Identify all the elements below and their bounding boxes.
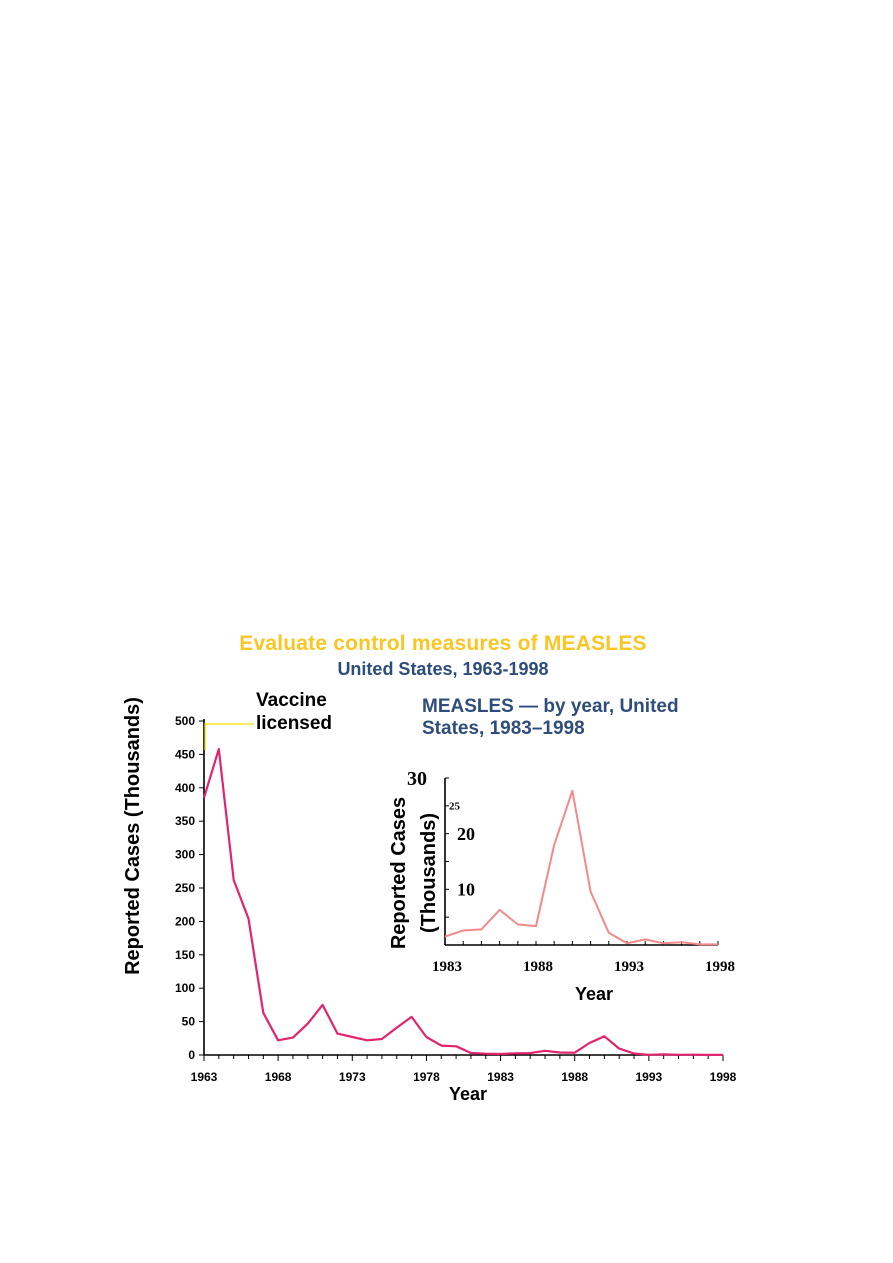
inset-x-tick-label: 1988	[523, 959, 553, 975]
main-y-tick-label: 500	[175, 714, 195, 728]
main-x-axis-label: Year	[449, 1084, 487, 1104]
chart-subtitle: United States, 1963-1998	[337, 659, 549, 679]
inset-y-tick-label: 10	[457, 880, 475, 900]
vaccine-annotation-line1: Vaccine	[256, 690, 327, 711]
main-x-tick-label: 1973	[339, 1070, 366, 1084]
main-x-tick-label: 1983	[487, 1070, 514, 1084]
main-x-tick-label: 1968	[265, 1070, 292, 1084]
main-x-tick-label: 1998	[710, 1070, 737, 1084]
inset-series-line	[444, 789, 718, 946]
inset-y-axis-label-line2: (Thousands)	[418, 813, 440, 933]
inset-y-axis-label-line1: Reported Cases	[388, 797, 410, 949]
main-y-tick-label: 250	[175, 881, 195, 895]
main-y-axis-label: Reported Cases (Thousands)	[122, 697, 144, 975]
inset-x-tick-label: 1998	[705, 959, 735, 975]
main-y-tick-label: 0	[188, 1048, 195, 1062]
inset-y-tick-label: 20	[457, 824, 475, 844]
main-y-tick-label: 150	[175, 948, 195, 962]
main-x-tick-label: 1963	[191, 1070, 218, 1084]
vaccine-annotation-line2: licensed	[256, 713, 333, 734]
chart-title: Evaluate control measures of MEASLES	[239, 632, 647, 655]
main-x-tick-label: 1993	[636, 1070, 663, 1084]
main-y-tick-label: 300	[175, 848, 195, 862]
main-x-tick-label: 1988	[561, 1070, 588, 1084]
main-y-tick-label: 400	[175, 781, 195, 795]
main-y-tick-label: 450	[175, 747, 195, 761]
vaccine-annotation: Vaccine licensed	[256, 689, 332, 735]
main-y-tick-label: 200	[175, 914, 195, 928]
main-y-tick-label: 50	[182, 1015, 196, 1029]
main-series-line	[202, 747, 723, 1057]
inset-y-tick-label: 25	[449, 801, 461, 813]
main-y-tick-label: 350	[175, 814, 195, 828]
inset-x-tick-label: 1983	[432, 959, 462, 975]
main-x-tick-label: 1978	[413, 1070, 440, 1084]
main-y-tick-label: 100	[175, 981, 195, 995]
vaccine-annotation-bracket	[204, 723, 254, 750]
inset-x-tick-label: 1993	[614, 959, 644, 975]
inset-y-tick-label: 30	[407, 768, 427, 790]
inset-x-axis-label: Year	[575, 984, 613, 1004]
inset-chart-title: MEASLES — by year, United States, 1983–1…	[422, 696, 679, 739]
